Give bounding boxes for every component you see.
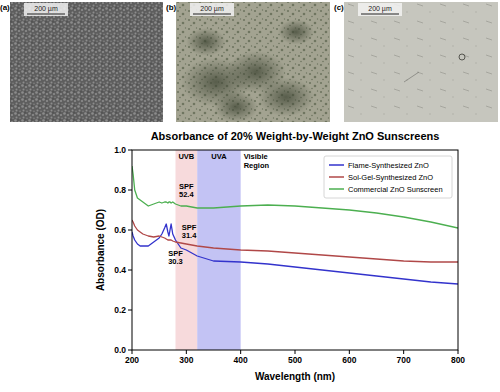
scale-bar-bg [358,3,402,16]
legend-label: Commercial ZnO Sunscreen [348,185,443,194]
x-tick [132,350,133,354]
legend-label: Flame-Synthesized ZnO [348,161,429,170]
x-tick-label: 600 [342,355,356,365]
legend-label: Sol-Gel-Synthesized ZnO [348,173,433,182]
dark-patch [258,77,314,116]
plot-frame [132,150,458,350]
y-tick [128,270,132,271]
region-label: VisibleRegion [244,152,270,170]
micrograph [344,2,498,122]
region-label: UVA [211,152,227,161]
annotation-line: 30.3 [168,257,183,266]
region-label: UVB [178,152,194,161]
y-tick-label: 0.8 [114,185,126,195]
legend-swatch [329,164,344,166]
chart-title: Absorbance of 20% Weight-by-Weight ZnO S… [151,130,440,142]
panel-label: (b) [166,3,177,12]
x-tick [186,350,187,354]
figure: 200 µm (a) 200 µm (b) 200 µm (c) Absorbance of… [0,0,500,392]
x-tick-label: 700 [397,355,411,365]
legend-swatch [329,188,344,190]
x-tick [403,350,404,354]
micrograph-panel: 200 µm (a) [0,2,163,122]
page: {"panels": [ {"label": "(a)", "scale_bar… [0,0,500,392]
micrograph-panel: 200 µm (c) [334,2,498,122]
y-tick-label: 0.0 [114,345,126,355]
scale-bar-bg [24,3,68,16]
scale-bar-bg [190,3,234,16]
y-tick [128,350,132,351]
annotation: SPF31.4 [182,223,197,241]
legend-box [324,156,452,198]
dark-patch [278,19,314,44]
y-tick-label: 0.2 [114,305,126,315]
legend-swatch [329,176,344,178]
x-tick [349,350,350,354]
y-tick [128,310,132,311]
y-tick-label: 0.6 [114,225,126,235]
scratch [404,72,419,82]
series-line [132,224,458,284]
y-axis-label: Absorbance (OD) [95,209,106,291]
annotation-line: 31.4 [182,231,197,240]
scale-bar-text: 200 µm [368,5,392,13]
x-tick [295,350,296,354]
y-tick-label: 0.4 [114,265,126,275]
micrograph [176,2,330,122]
region-label-line: UVB [178,152,194,161]
region-label-line: UVA [211,152,227,161]
y-tick [128,190,132,191]
x-tick-label: 800 [451,355,465,365]
annotation-line: 52.4 [179,190,194,199]
scale-bar [193,13,231,14]
region-label-line: Region [244,161,270,170]
legend: Flame-Synthesized ZnO Sol-Gel-Synthesized… [324,156,452,198]
y-tick [128,230,132,231]
x-tick-label: 400 [234,355,248,365]
x-tick-label: 500 [288,355,302,365]
panel-label: (c) [334,3,344,12]
chart: Absorbance of 20% Weight-by-Weight ZnO S… [95,130,465,382]
dark-patch [186,28,226,56]
scale-bar-text: 200 µm [34,5,58,13]
y-tick-label: 1.0 [114,145,126,155]
series-line [132,220,458,262]
micrograph-panel: 200 µm (b) [166,2,330,122]
micrograph [10,2,163,122]
x-tick-label: 200 [125,355,139,365]
dark-patch [214,92,258,123]
annotation: SPF30.3 [168,249,183,267]
x-tick [458,350,459,354]
x-axis-label: Wavelength (nm) [255,371,335,382]
scale-bar [27,13,65,14]
scale-bar-text: 200 µm [200,5,224,13]
scale-bar [361,13,399,14]
annotation: SPF52.4 [179,182,194,200]
x-tick-label: 300 [179,355,193,365]
panel-label: (a) [0,3,10,12]
particle [459,54,465,60]
x-tick [240,350,241,354]
y-tick [128,150,132,151]
